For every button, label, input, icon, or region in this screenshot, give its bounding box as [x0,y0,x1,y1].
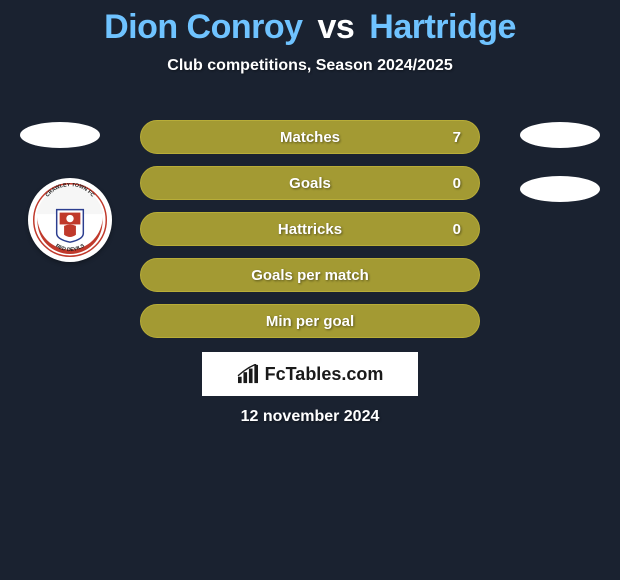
stat-row-min-per-goal: Min per goal [140,304,480,338]
stat-label: Matches [141,129,479,146]
subtitle: Club competitions, Season 2024/2025 [0,57,620,75]
stats-rows: Matches 7 Goals 0 Hattricks 0 Goals per … [140,120,480,350]
stat-row-goals-per-match: Goals per match [140,258,480,292]
placeholder-left [20,122,100,148]
brand-chart-icon [237,364,259,384]
stat-label: Goals per match [141,267,479,284]
comparison-card: Dion Conroy vs Hartridge Club competitio… [0,0,620,580]
stat-row-goals: Goals 0 [140,166,480,200]
stat-value: 0 [453,221,461,238]
brand-box: FcTables.com [202,352,418,396]
stat-value: 7 [453,129,461,146]
placeholder-right-2 [520,176,600,202]
card-title: Dion Conroy vs Hartridge [0,0,620,47]
club-crest-icon: CRAWLEY TOWN FC RED DEVILS [33,183,107,257]
stat-value: 0 [453,175,461,192]
date-line: 12 november 2024 [0,408,620,426]
brand-text: FcTables.com [265,364,384,385]
stat-label: Min per goal [141,313,479,330]
stat-label: Hattricks [141,221,479,238]
placeholder-right-1 [520,122,600,148]
club-badge: CRAWLEY TOWN FC RED DEVILS [28,178,112,262]
title-player2: Hartridge [369,8,516,46]
stat-row-hattricks: Hattricks 0 [140,212,480,246]
title-vs: vs [318,8,355,46]
stat-label: Goals [141,175,479,192]
title-player1: Dion Conroy [104,8,302,46]
stat-row-matches: Matches 7 [140,120,480,154]
